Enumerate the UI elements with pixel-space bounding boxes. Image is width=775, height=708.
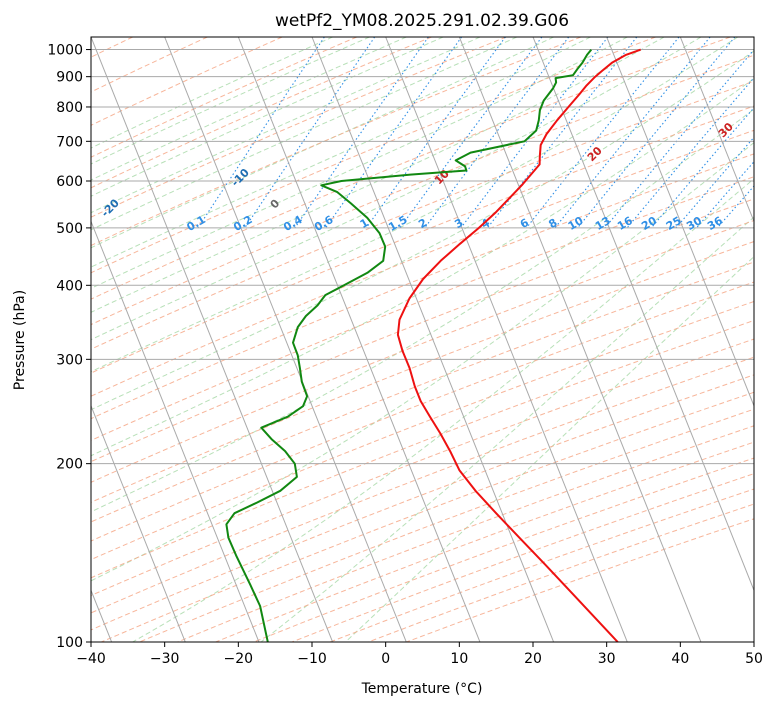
mixing-ratio-line bbox=[197, 37, 325, 229]
y-tick-label: 600 bbox=[56, 174, 83, 190]
y-axis-label: Pressure (hPa) bbox=[12, 290, 28, 390]
dry-adiabat-line bbox=[291, 473, 754, 642]
skewed-isotherm bbox=[91, 37, 334, 642]
moist-adiabat-line bbox=[91, 37, 702, 341]
moist-adiabat-line bbox=[260, 216, 754, 642]
moist-adiabat-line bbox=[91, 37, 665, 313]
dry-adiabat-line bbox=[91, 300, 754, 561]
dry-adiabat-line bbox=[406, 518, 754, 642]
x-axis-label: Temperature (°C) bbox=[361, 681, 483, 697]
y-tick-label: 900 bbox=[56, 70, 83, 86]
dry-adiabat-line bbox=[91, 338, 754, 597]
skewed-isotherm bbox=[91, 404, 186, 642]
temperature-profile-line bbox=[396, 48, 642, 642]
dewpoint-profile-line bbox=[225, 48, 593, 642]
skewed-isotherm bbox=[679, 37, 754, 223]
skewed-isotherm bbox=[606, 37, 754, 408]
dry-adiabat-line bbox=[91, 261, 754, 523]
x-tick-label: 30 bbox=[598, 651, 616, 667]
x-tick-label: −20 bbox=[224, 651, 254, 667]
skewed-isotherm bbox=[532, 37, 754, 592]
chart-title: wetPf2_YM08.2025.291.02.39.G06 bbox=[275, 11, 569, 31]
dry-adiabat-line bbox=[91, 129, 754, 397]
y-tick-label: 300 bbox=[56, 352, 83, 368]
moist-adiabat-line bbox=[91, 37, 444, 197]
plot-frame bbox=[90, 36, 755, 643]
x-tick-label: 50 bbox=[745, 651, 763, 667]
y-tick-label: 400 bbox=[56, 278, 83, 294]
moist-adiabat-line bbox=[91, 77, 754, 457]
dry-adiabat-line bbox=[91, 80, 754, 350]
dry-adiabat-line bbox=[139, 408, 754, 642]
mixing-ratio-line bbox=[716, 185, 754, 229]
dry-adiabat-line bbox=[91, 37, 656, 274]
y-axis-ticks: 100 200 300 400 500 600 700 800 900 1000 bbox=[47, 43, 91, 651]
plot-area: -100-90-80-70-60-50-40-30-20-100.10.20.4… bbox=[91, 37, 754, 642]
x-tick-label: 10 bbox=[450, 651, 468, 667]
moist-adiabat-line bbox=[91, 141, 754, 582]
moist-adiabat-line bbox=[91, 37, 407, 181]
x-axis-ticks: −40 −30 −20 −10 0 10 20 30 40 50 bbox=[76, 642, 763, 667]
profile-series bbox=[225, 48, 642, 642]
moist-adiabat-line bbox=[91, 37, 739, 373]
dry-adiabat-line bbox=[91, 37, 731, 300]
skewed-isotherm bbox=[237, 37, 481, 642]
dry-adiabat-line bbox=[91, 54, 754, 326]
dry-adiabat-line bbox=[91, 176, 754, 441]
dry-adiabat-line bbox=[101, 391, 754, 642]
skewed-isotherm bbox=[311, 37, 555, 642]
mixing-ratio-line bbox=[294, 37, 429, 229]
dry-adiabat-line bbox=[91, 319, 754, 579]
x-tick-label: −30 bbox=[150, 651, 180, 667]
y-tick-label: 800 bbox=[56, 100, 83, 116]
dry-adiabat-line bbox=[91, 374, 754, 631]
dry-adiabat-line bbox=[91, 37, 582, 247]
moist-adiabat-line bbox=[91, 50, 754, 411]
moist-adiabat-line bbox=[91, 37, 518, 231]
dry-adiabat-line bbox=[329, 488, 754, 642]
skewed-isotherm bbox=[164, 37, 407, 642]
moist-adiabat-line bbox=[91, 108, 754, 513]
x-tick-label: −40 bbox=[76, 651, 106, 667]
y-tick-label: 500 bbox=[56, 221, 83, 237]
mixing-ratio-line bbox=[554, 37, 711, 229]
mixing-ratio-line bbox=[604, 48, 754, 229]
y-tick-label: 1000 bbox=[47, 43, 83, 59]
mixing-ratio-line bbox=[650, 106, 754, 229]
mixing-ratio-line bbox=[487, 37, 638, 229]
moist-adiabat-line bbox=[91, 37, 628, 289]
moist-adiabat-line bbox=[91, 37, 591, 268]
mixing-ratio-line bbox=[675, 136, 754, 229]
mixing-ratio-line bbox=[577, 37, 736, 229]
y-tick-label: 100 bbox=[56, 635, 83, 651]
skewed-isotherm bbox=[458, 37, 702, 642]
mixing-ratio-line bbox=[626, 76, 754, 229]
dry-adiabat-line bbox=[368, 503, 754, 642]
x-tick-label: −10 bbox=[297, 651, 327, 667]
mixing-ratio-line bbox=[365, 37, 506, 229]
mixing-ratio-line bbox=[325, 37, 463, 229]
y-tick-label: 700 bbox=[56, 134, 83, 150]
x-tick-label: 0 bbox=[381, 651, 390, 667]
mixing-ratio-line bbox=[460, 37, 609, 229]
x-tick-label: 20 bbox=[524, 651, 542, 667]
x-tick-label: 40 bbox=[671, 651, 689, 667]
grid-lines bbox=[91, 37, 754, 642]
moist-adiabat-line bbox=[91, 37, 481, 214]
skewed-isotherm bbox=[385, 37, 628, 642]
y-tick-label: 200 bbox=[56, 457, 83, 473]
dry-adiabat-line bbox=[91, 105, 754, 374]
moist-adiabat-line bbox=[91, 37, 554, 249]
mixing-ratio-line bbox=[399, 37, 543, 229]
skewed-isotherm bbox=[91, 220, 260, 642]
mixing-ratio-lines bbox=[197, 37, 754, 229]
